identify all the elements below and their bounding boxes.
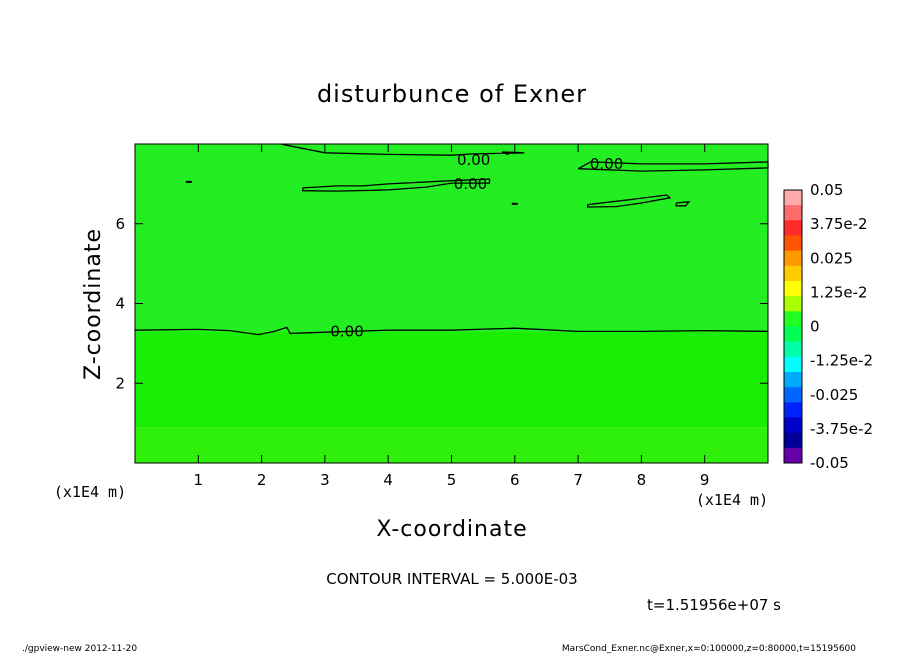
contour-label-2: 0.00: [590, 155, 623, 173]
colorbar: 0.05 3.75e-2 0.025 1.25e-2 0 -1.25e-2 -0.025 -3…: [783, 181, 873, 472]
x-tick-label-6: 7: [573, 471, 583, 489]
y-tick-label-0: 2: [115, 374, 125, 392]
colorbar-swatch-13: [784, 387, 802, 403]
colorbar-swatch-14: [784, 402, 802, 418]
x-tick-label-7: 8: [637, 471, 647, 489]
contour-line-4: [675, 201, 691, 207]
colorbar-label-2: 0.025: [810, 249, 853, 267]
chart-title: disturbunce of Exner: [317, 80, 587, 108]
colorbar-frame: [783, 189, 803, 464]
contour-dot-0: [185, 180, 192, 183]
x-axis: 1 2 3 4 5 6 7 8 9: [194, 144, 710, 489]
contour-label-3: 0.00: [330, 322, 363, 340]
colorbar-swatch-11: [784, 356, 802, 373]
y-tick-label-1: 4: [115, 295, 125, 313]
time-stamp: t=1.51956e+07 s: [647, 596, 781, 614]
x-tick-label-3: 4: [383, 471, 393, 489]
colorbar-label-4: 0: [810, 318, 820, 336]
colorbar-label-1: 3.75e-2: [810, 215, 868, 233]
contour-line-5: [134, 326, 769, 336]
plot-area: [135, 144, 768, 463]
colorbar-swatch-17: [784, 447, 802, 464]
contour-line-3: [586, 194, 672, 208]
colorbar-swatch-8: [784, 311, 802, 327]
contour-label-0: 0.00: [457, 151, 490, 169]
colorbar-swatch-6: [784, 281, 802, 297]
colorbar-label-5: -1.25e-2: [810, 352, 873, 370]
contour-line-1: [302, 178, 491, 192]
y-axis-label: Z-coordinate: [81, 228, 106, 380]
contour-line-0: [280, 143, 525, 156]
colorbar-label-0: 0.05: [810, 181, 843, 199]
colorbar-label-7: -3.75e-2: [810, 420, 873, 438]
x-tick-label-0: 1: [194, 471, 204, 489]
colorbar-swatch-10: [784, 341, 802, 358]
colorbar-swatch-1: [784, 205, 802, 221]
colorbar-swatch-15: [784, 417, 802, 434]
fill-band-0: [135, 144, 768, 332]
fill-band-1: [135, 331, 768, 428]
colorbar-label-8: -0.05: [810, 454, 849, 472]
x-unit-label-right: (x1E4 m): [696, 491, 768, 509]
contour-dot-1: [511, 202, 518, 205]
x-tick-label-2: 3: [320, 471, 330, 489]
x-tick-label-1: 2: [257, 471, 267, 489]
colorbar-swatch-0: [784, 190, 802, 206]
colorbar-swatch-3: [784, 235, 802, 252]
contour-labels: 0.00 0.00 0.00 0.00: [330, 151, 623, 340]
y-axis: 2 4 6: [115, 215, 768, 392]
colorbar-label-3: 1.25e-2: [810, 283, 868, 301]
colorbar-swatch-7: [784, 296, 802, 312]
colorbar-label-6: -0.025: [810, 386, 858, 404]
y-tick-label-2: 6: [115, 215, 125, 233]
footer-left: ./gpview-new 2012-11-20: [22, 644, 137, 654]
colorbar-swatch-5: [784, 265, 802, 282]
footer-right: MarsCond_Exner.nc@Exner,x=0:100000,z=0:8…: [562, 644, 856, 654]
x-unit-label: (x1E4 m): [54, 483, 126, 501]
x-axis-label: X-coordinate: [376, 517, 527, 542]
colorbar-swatch-2: [784, 220, 802, 236]
colorbar-swatch-16: [784, 432, 802, 449]
contour-label-1: 0.00: [454, 175, 487, 193]
x-tick-label-5: 6: [510, 471, 520, 489]
contour-interval: CONTOUR INTERVAL = 5.000E-03: [326, 570, 577, 588]
x-tick-label-4: 5: [447, 471, 457, 489]
colorbar-swatch-9: [784, 326, 802, 343]
colorbar-swatch-12: [784, 372, 802, 388]
colorbar-swatch-4: [784, 250, 802, 267]
x-tick-label-8: 9: [700, 471, 710, 489]
